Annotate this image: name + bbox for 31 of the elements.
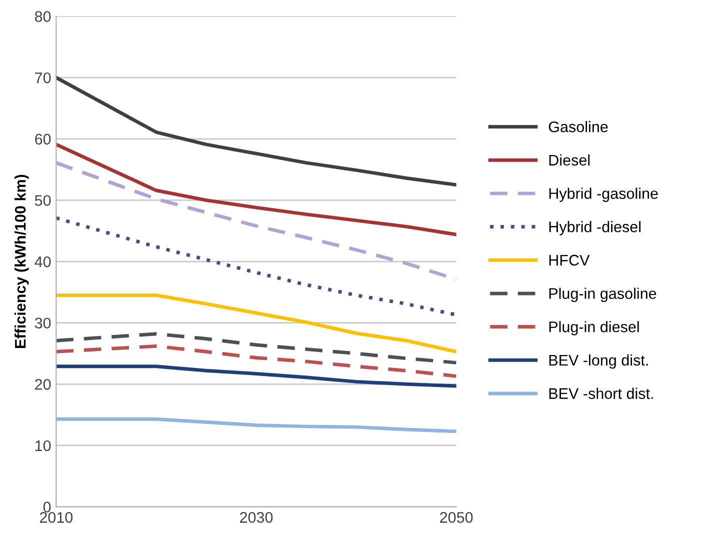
- line-series: [56, 294, 456, 354]
- line-series: [56, 142, 456, 236]
- y-tick-label: 70: [35, 72, 51, 84]
- line-series: [56, 417, 456, 434]
- y-tick-label: 0: [43, 502, 51, 512]
- legend-label: Gasoline: [548, 121, 608, 132]
- line-series: [56, 344, 456, 378]
- legend-label: Hybrid -gasoline: [549, 188, 658, 202]
- y-tick-label: 60: [35, 134, 51, 145]
- legend-label: BEV -long dist.: [549, 354, 648, 369]
- x-tick-label: 2010: [40, 512, 73, 523]
- line-series: [56, 332, 456, 364]
- y-tick-label: 20: [35, 379, 51, 390]
- y-tick-label: 80: [34, 11, 51, 22]
- y-tick-label: 50: [34, 195, 51, 206]
- y-tick-label: 10: [35, 440, 51, 452]
- y-axis-title: Efficiency (kWh/100 km): [14, 174, 29, 348]
- x-tick-label: 2030: [240, 512, 273, 523]
- line-series: [56, 76, 456, 187]
- legend-label: BEV -short dist.: [549, 388, 653, 399]
- x-tick-label: 2050: [440, 512, 473, 523]
- line-series: [56, 161, 456, 282]
- y-tick-label: 40: [34, 256, 51, 268]
- y-tick-label: 30: [34, 318, 51, 329]
- legend-label: HFCV: [549, 254, 590, 266]
- legend-label: Diesel: [549, 154, 590, 166]
- line-series: [56, 216, 456, 317]
- legend-label: Hybrid -diesel: [549, 221, 640, 236]
- legend-label: Plug-in diesel: [549, 321, 639, 336]
- legend-label: Plug-in gasoline: [549, 288, 656, 302]
- line-series: [56, 364, 456, 388]
